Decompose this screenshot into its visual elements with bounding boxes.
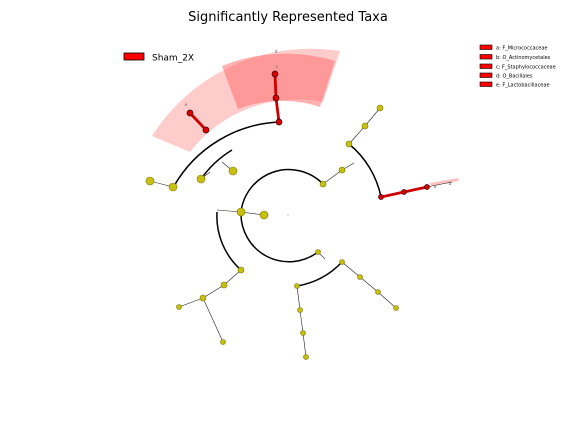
legend-taxa-label-a: a: F_Micrococcaceae bbox=[496, 46, 548, 52]
arc-actinobacteria bbox=[348, 143, 382, 198]
branch-line bbox=[364, 107, 381, 127]
neutral-node bbox=[259, 210, 269, 220]
clade-letter-e: e bbox=[185, 103, 188, 108]
neutral-nodes bbox=[145, 104, 399, 360]
neutral-node bbox=[300, 330, 306, 336]
legend-taxa-label-c: c: F_Staphylococcaceae bbox=[496, 65, 556, 71]
neutral-node bbox=[297, 307, 303, 313]
neutral-node bbox=[196, 174, 206, 184]
branch-line bbox=[426, 181, 453, 188]
node-staphylococcaceae bbox=[271, 70, 279, 78]
legend-taxa-swatch-d bbox=[479, 72, 493, 78]
branch-line bbox=[202, 297, 224, 343]
branch-bacillales bbox=[274, 97, 281, 123]
node-actinobacteria bbox=[378, 194, 384, 200]
clade-letters: d c e a b bbox=[185, 49, 452, 190]
node-lactobacillaceae bbox=[186, 109, 194, 117]
highlighted-nodes bbox=[186, 70, 430, 200]
clade-highlight-micrococcaceae bbox=[430, 178, 459, 186]
neutral-node bbox=[220, 339, 226, 345]
branch-line bbox=[299, 309, 304, 334]
neutral-node bbox=[339, 259, 345, 265]
branch-lactobacillaceae bbox=[188, 112, 208, 131]
figure-title: Significantly Represented Taxa bbox=[188, 10, 388, 25]
arc-proteobacteria bbox=[296, 261, 343, 287]
branch-line bbox=[296, 285, 301, 311]
neutral-node bbox=[236, 207, 246, 217]
clade-letter-c: c bbox=[276, 65, 279, 70]
neutral-node bbox=[228, 166, 238, 176]
neutral-node bbox=[145, 176, 155, 186]
neutral-node bbox=[357, 274, 363, 280]
clade-highlights bbox=[152, 48, 459, 186]
root-node bbox=[287, 214, 289, 216]
legend-taxa-label-d: d: O_Bacillales bbox=[496, 74, 533, 80]
neutral-node bbox=[168, 182, 178, 192]
clade-letter-b: b bbox=[449, 181, 452, 187]
neutral-node bbox=[375, 289, 381, 295]
branch-actinomycetales bbox=[380, 190, 405, 199]
legend-main-label: Sham_2X bbox=[152, 54, 194, 64]
arc-inner-upper bbox=[240, 168, 324, 213]
clade-highlight-staphylococcaceae bbox=[222, 53, 335, 109]
arc-inner-left bbox=[216, 211, 242, 271]
arc-firmicutes bbox=[173, 121, 280, 187]
node-lactobacillales bbox=[202, 126, 210, 134]
neutral-node bbox=[237, 266, 245, 274]
neutral-node bbox=[315, 249, 321, 255]
neutral-node bbox=[345, 140, 353, 148]
neutral-node bbox=[361, 122, 369, 130]
neutral-node bbox=[294, 283, 300, 289]
legend-taxa-swatch-e bbox=[479, 81, 493, 87]
arc-lactobacillales bbox=[200, 149, 233, 180]
branch-line bbox=[202, 284, 225, 299]
legend-taxa-swatch-b bbox=[479, 54, 493, 60]
branch-line bbox=[178, 297, 204, 308]
branch-line bbox=[322, 169, 343, 185]
neutral-node bbox=[220, 281, 228, 289]
highlighted-branches bbox=[188, 73, 428, 199]
legend-main-swatch bbox=[123, 52, 145, 61]
branch-line bbox=[341, 261, 361, 278]
node-staphylococcaceae-mid bbox=[272, 94, 280, 102]
legend-taxa-label-e: e: F_Lactobacillaceae bbox=[496, 83, 550, 89]
neutral-node bbox=[199, 294, 207, 302]
node-micrococcaceae bbox=[424, 184, 430, 190]
legend-taxa-swatch-c bbox=[479, 63, 493, 69]
branch-staphylococcaceae bbox=[273, 73, 278, 99]
branch-micrococcaceae bbox=[403, 185, 428, 194]
branch-line bbox=[359, 276, 379, 293]
neutral-node bbox=[393, 305, 399, 311]
neutral-node bbox=[338, 166, 346, 174]
branch-line bbox=[302, 332, 307, 358]
branch-line bbox=[377, 291, 397, 309]
branch-line bbox=[348, 125, 366, 145]
node-actinomycetales bbox=[401, 189, 407, 195]
legend-taxa-swatch-a bbox=[479, 44, 493, 50]
clade-letter-a: a bbox=[434, 185, 437, 190]
legend-taxa: a: F_Micrococcaceae b: O_Actinomycetales… bbox=[479, 44, 556, 89]
neutral-node bbox=[176, 304, 182, 310]
neutral-node bbox=[319, 180, 327, 188]
node-bacillales bbox=[275, 118, 283, 126]
clade-letter-d: d bbox=[275, 49, 278, 55]
legend-main: Sham_2X bbox=[123, 52, 194, 64]
legend-taxa-label-b: b: O_Actinomycetales bbox=[496, 55, 551, 61]
neutral-node bbox=[303, 354, 309, 360]
arc-inner-bottom bbox=[240, 211, 319, 263]
branch-line bbox=[223, 269, 242, 286]
branch-arcs bbox=[173, 121, 382, 287]
neutral-node bbox=[376, 104, 384, 112]
